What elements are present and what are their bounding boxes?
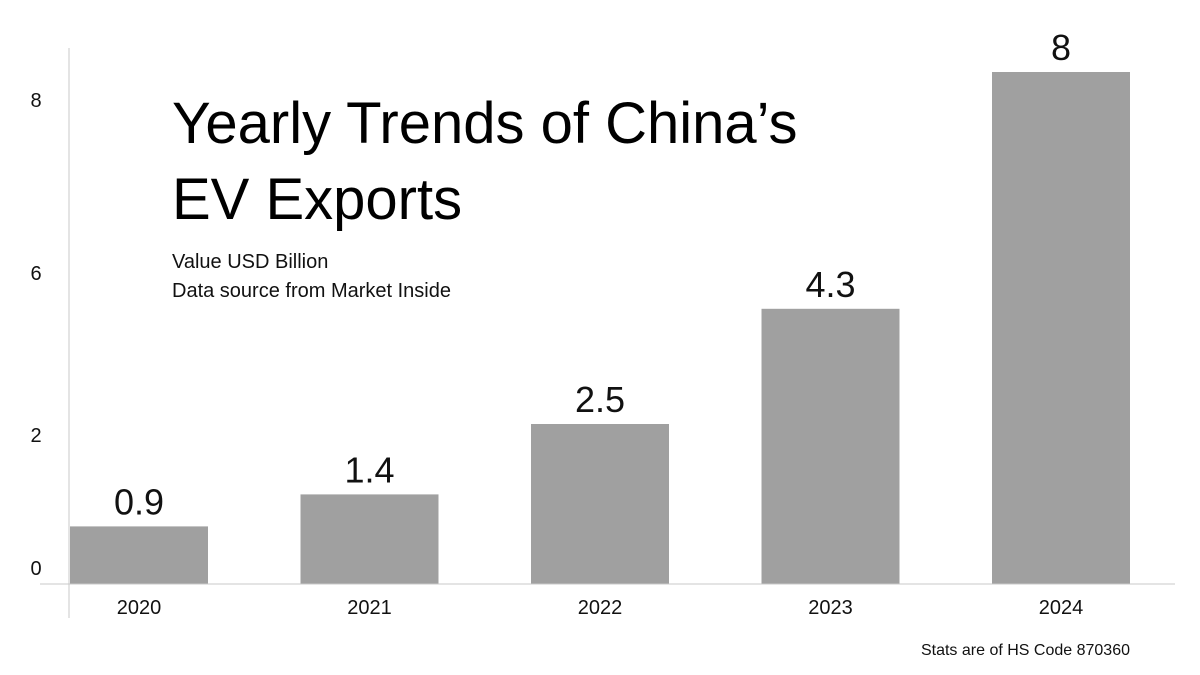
bar-2022 <box>531 424 669 584</box>
data-label-2021: 1.4 <box>344 449 394 490</box>
x-tick-label-2021: 2021 <box>347 597 392 619</box>
chart-subtitle: Value USD Billion <box>172 251 329 273</box>
chart-title-line-1: Yearly Trends of China’s <box>172 91 798 156</box>
data-source: Data source from Market Inside <box>172 280 451 302</box>
footnote: Stats are of HS Code 870360 <box>920 642 1130 659</box>
y-tick-label-6: 6 <box>30 263 41 285</box>
y-tick-label-2: 2 <box>30 425 41 447</box>
chart-title: Yearly Trends of China’s EV Exports <box>172 86 797 238</box>
x-tick-label-2020: 2020 <box>117 597 162 619</box>
y-tick-label-8: 8 <box>30 90 41 112</box>
bar-2020 <box>70 526 208 584</box>
data-label-2020: 0.9 <box>114 481 164 522</box>
x-tick-label-2023: 2023 <box>808 597 853 619</box>
y-tick-label-0: 0 <box>30 558 41 580</box>
x-tick-label-2022: 2022 <box>578 597 623 619</box>
x-tick-label-2024: 2024 <box>1039 597 1084 619</box>
data-label-2022: 2.5 <box>575 379 625 420</box>
bar-2024 <box>992 72 1130 584</box>
bar-2023 <box>761 308 900 584</box>
data-label-2023: 4.3 <box>805 264 855 305</box>
bar-2021 <box>300 494 439 584</box>
chart-title-line-2: EV Exports <box>172 167 463 232</box>
data-label-2024: 8 <box>1051 27 1071 68</box>
